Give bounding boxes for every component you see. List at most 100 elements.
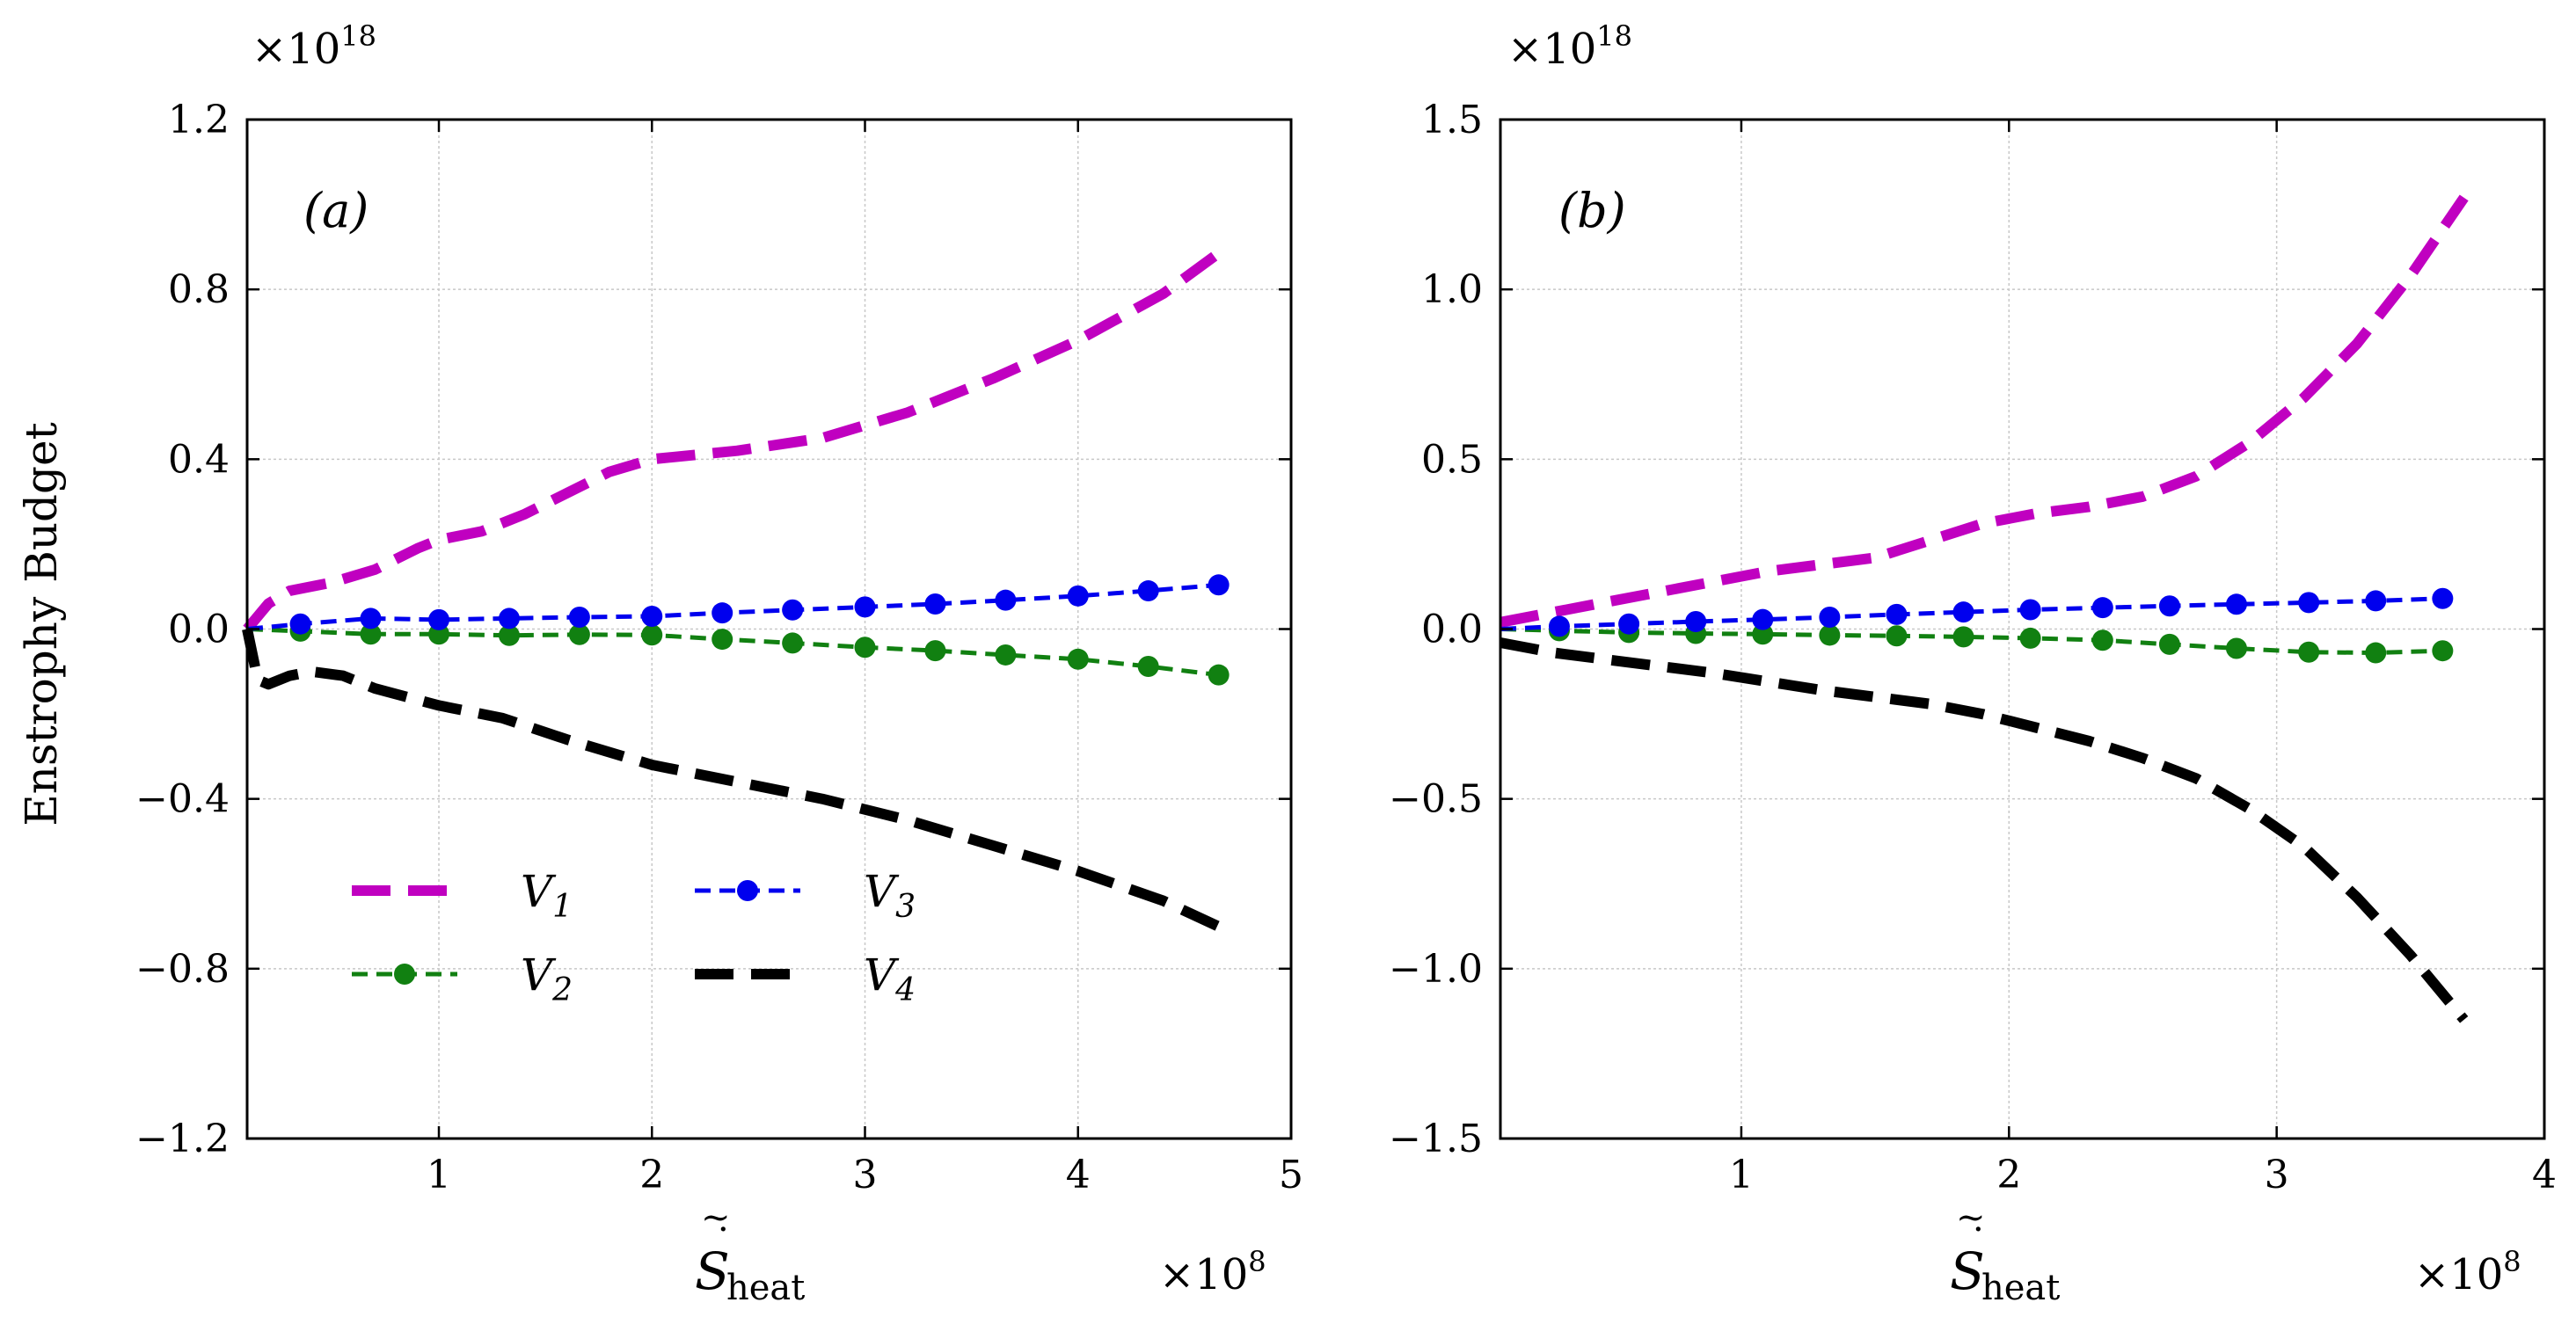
legend-marker-v2 [394, 964, 415, 985]
panel-b-y-scale: ×1018 [1507, 19, 1632, 74]
panel-b-series-v2-point [2365, 642, 2387, 664]
legend-entry-v2: V2 [352, 950, 573, 1008]
panel-b-y-tick-label: 0.0 [1421, 608, 1483, 652]
panel-b-x-scale: ×108 [2414, 1245, 2521, 1299]
panel-a-series-v2-point [995, 644, 1017, 666]
y-axis-label: Enstrophy Budget [16, 422, 67, 826]
panel-b-series-v2-point [2432, 640, 2454, 662]
panel-a-series-v1-line [243, 243, 1230, 633]
panel-a-series-v3-point [1067, 585, 1089, 607]
panel-b-y-tick-label: 1.0 [1421, 267, 1483, 312]
panel-b-series-v4-line [1499, 637, 2469, 1023]
panel-b-x-axis-symbol: S [1950, 1241, 1985, 1301]
panel-b-series-v2-point [2158, 633, 2180, 655]
legend-label-v2-sub: 2 [551, 972, 573, 1008]
panel-a-series-v3-point [641, 606, 663, 628]
panel-a-y-tick-label: 0.8 [168, 267, 230, 312]
panel-b-series-v3-point [2365, 590, 2387, 612]
panel-a-x-scale: ×108 [1159, 1245, 1266, 1299]
panel-b-x-tick-label: 2 [1996, 1153, 2021, 1197]
panel-a-y-tick-labels: −1.2 −0.8 −0.4 0.0 0.4 0.8 1.2 [135, 98, 230, 1161]
legend-label-v2: V2 [521, 950, 573, 1008]
panel-b-tag: (b) [1558, 183, 1626, 238]
panel-a-x-tick-label: 4 [1066, 1153, 1091, 1197]
legend-label-v1: V1 [521, 866, 573, 925]
legend-label-v4-base: V [864, 950, 900, 1000]
panel-a-series-v4-line [242, 628, 1230, 935]
panel-b-series-v3-point [2298, 592, 2320, 614]
panel-a-series-v2-point [498, 624, 520, 646]
panel-b-series-v3-point [1819, 606, 1841, 628]
panel-a-series-v2-point [1137, 655, 1159, 677]
legend-entry-v3: V3 [695, 866, 916, 925]
panel-a-series-v2-point [1067, 648, 1089, 670]
panel-b-series-v3-point [1952, 601, 1974, 623]
legend-label-v3-sub: 3 [895, 889, 916, 925]
panel-b-y-scale-exp: 18 [1596, 19, 1632, 53]
panel-a-series-v2-point [782, 632, 804, 654]
panel-a-y-scale: ×1018 [252, 19, 376, 74]
panel-a-x-tick-label: 2 [639, 1153, 664, 1197]
panel-b-x-axis-dot: · [1973, 1210, 1984, 1250]
panel-a-y-tick-label: −1.2 [135, 1117, 230, 1161]
panel-b-x-tick-label: 4 [2532, 1153, 2557, 1197]
panel-a-series-v3-point [568, 606, 590, 628]
panel-b-x-tick-label: 3 [2265, 1153, 2289, 1197]
panel-b-series-v3-point [2432, 587, 2454, 609]
panel-a-x-axis-label: ~ · S heat [695, 1197, 805, 1308]
panel-a-series-v2-point [428, 623, 450, 645]
panel-a-series-v3-point [995, 589, 1017, 611]
panel-a-grid [247, 119, 1292, 1139]
panel-b-y-scale-base: ×10 [1507, 25, 1596, 74]
panel-a-series-v3-point [1208, 574, 1230, 596]
panel-a-series-v3-point [924, 593, 946, 615]
panel-b-series-v2-line [1500, 627, 2443, 655]
panel-a-series-v2-point [568, 623, 590, 645]
legend-label-v3-base: V [864, 866, 900, 917]
panel-b-series [1499, 194, 2469, 1023]
panel-b-series-v2-point [1752, 623, 1774, 645]
panel-b-y-tick-label: 0.5 [1421, 437, 1483, 482]
panel-a-series [242, 243, 1230, 935]
panel-a-tag: (a) [303, 183, 369, 238]
panel-a-series-v2-point [641, 624, 663, 646]
panel-b-y-tick-label: 1.5 [1421, 98, 1483, 142]
panel-a-x-tick-label: 1 [427, 1153, 451, 1197]
panel-b-series-v3-point [2091, 597, 2113, 619]
panel-b-x-axis-tilde: ~ [1956, 1197, 1986, 1238]
panel-b-y-tick-label: −1.0 [1389, 947, 1483, 992]
panel-a-series-v2-point [924, 640, 946, 662]
panel-a-y-tick-label: 1.2 [168, 98, 230, 142]
panel-a-ticks [247, 118, 1293, 1140]
panel-a-series-v3-point [1137, 580, 1159, 602]
panel-a-x-tick-label: 5 [1279, 1153, 1303, 1197]
panel-a-x-axis-subscript: heat [726, 1268, 805, 1308]
panel-b-series-v2-point [2225, 637, 2247, 659]
legend-label-v4: V4 [864, 950, 916, 1008]
panel-a-y-tick-label: 0.4 [168, 437, 230, 482]
legend-label-v1-base: V [521, 866, 557, 917]
panel-b-series-v2-point [1952, 626, 1974, 648]
panel-b-ticks [1500, 118, 2546, 1140]
panel-b-x-scale-exp: 8 [2503, 1245, 2521, 1278]
legend-label-v2-base: V [521, 950, 557, 1000]
panel-b-series-v3-point [2225, 593, 2247, 615]
panel-b-series-v3-point [2019, 599, 2041, 621]
panel-b-series-v2-point [2019, 627, 2041, 649]
panel-a-series-v3-point [498, 608, 520, 629]
panel-a-x-axis-tilde: ~ [701, 1197, 731, 1238]
panel-a-series-v2-point [1208, 664, 1230, 686]
legend-entry-v4: V4 [695, 950, 916, 1008]
panel-b-series-v2-point [1886, 625, 1908, 647]
panel-b-y-tick-labels: −1.5 −1.0 −0.5 0.0 0.5 1.0 1.5 [1389, 98, 1483, 1161]
panel-a-series-v3-point [360, 608, 382, 629]
panel-b-series-v3-point [1752, 608, 1774, 630]
panel-b-x-tick-labels: 1 2 3 4 [1729, 1153, 2557, 1197]
panel-b-series-v3-point [2158, 595, 2180, 617]
panel-b-series-v3-point [1618, 613, 1640, 635]
panel-b-x-tick-label: 1 [1729, 1153, 1754, 1197]
panel-a-x-scale-exp: 8 [1248, 1245, 1266, 1278]
